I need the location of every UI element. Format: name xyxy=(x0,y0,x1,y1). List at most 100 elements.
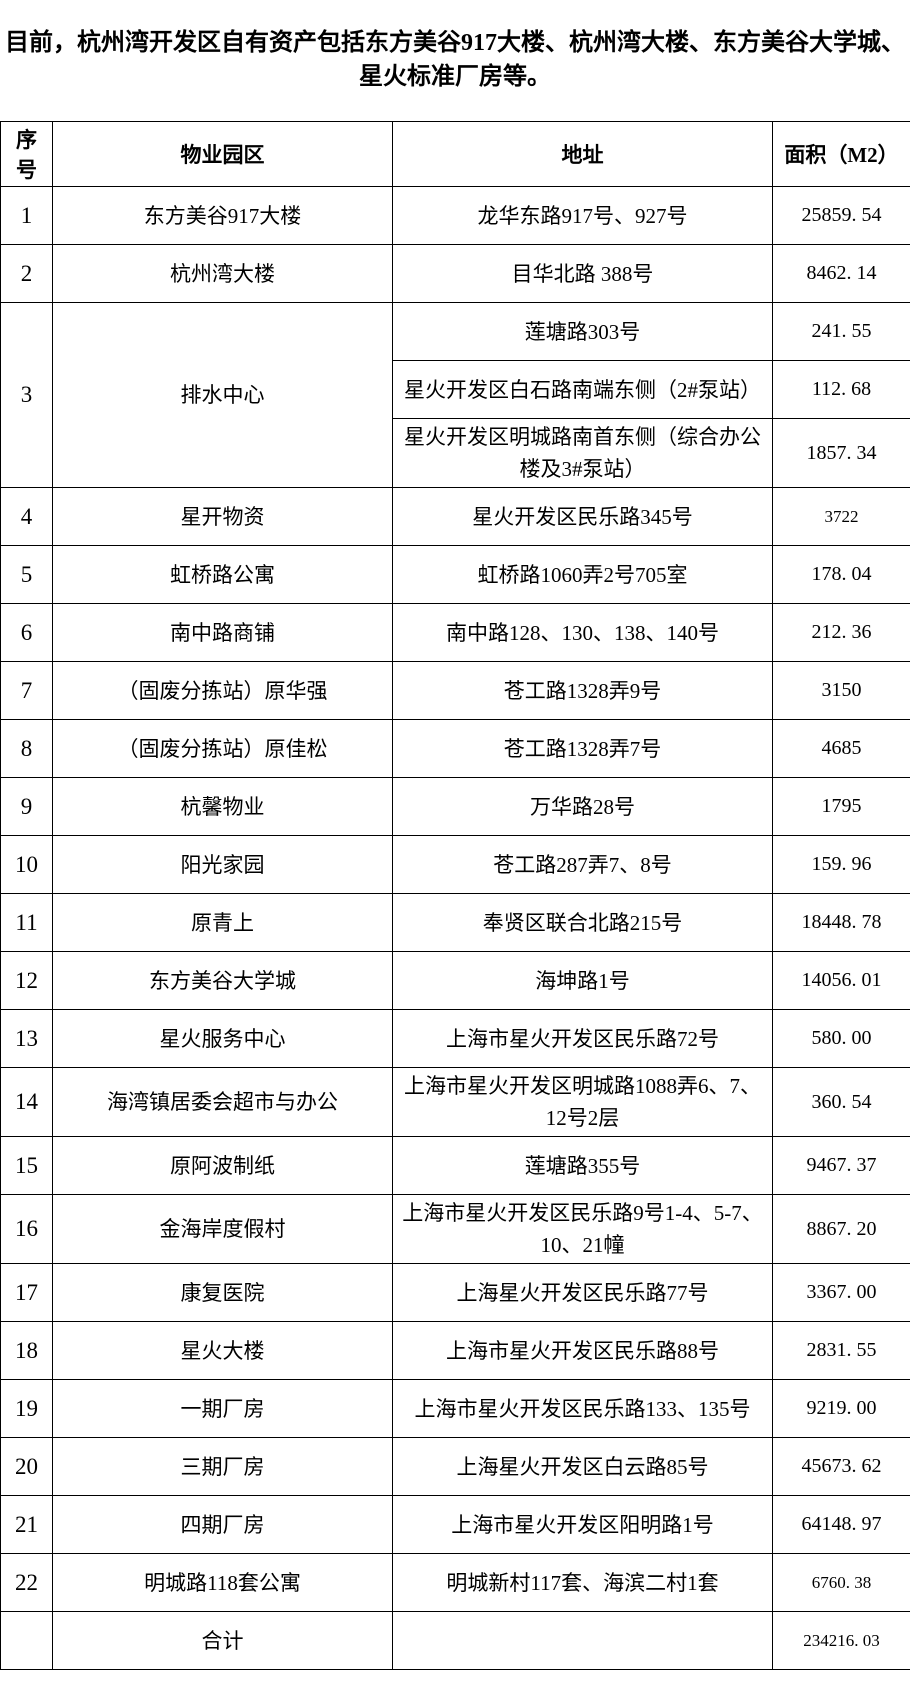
cell-row-number: 11 xyxy=(0,893,53,952)
cell-address: 星火开发区白石路南端东侧（2#泵站） xyxy=(392,360,773,419)
cell-park-name: 原青上 xyxy=(52,893,393,952)
cell-row-number: 22 xyxy=(0,1553,53,1612)
total-row: 合计 234216. 03 xyxy=(0,1611,910,1670)
cell-address: 上海市星火开发区明城路1088弄6、7、12号2层 xyxy=(392,1067,773,1137)
cell-area: 234216. 03 xyxy=(772,1611,910,1670)
cell-park-name: 杭馨物业 xyxy=(52,777,393,836)
cell-address: 上海市星火开发区民乐路9号1-4、5-7、10、21幢 xyxy=(392,1194,773,1264)
cell-row-number: 18 xyxy=(0,1321,53,1380)
cell-park-name: 虹桥路公寓 xyxy=(52,545,393,604)
cell-park-name: 东方美谷大学城 xyxy=(52,951,393,1010)
table-row: 星火开发区白石路南端东侧（2#泵站） 112. 68 xyxy=(1,360,910,419)
cell-row-number: 7 xyxy=(0,661,53,720)
table-row: 8 （固废分拣站）原佳松 苍工路1328弄7号 4685 xyxy=(0,719,910,778)
cell-area: 14056. 01 xyxy=(772,951,910,1010)
cell-row-number: 1 xyxy=(0,186,53,245)
cell-park-name: 排水中心 xyxy=(52,302,393,488)
cell-area: 360. 54 xyxy=(772,1067,910,1137)
cell-row-number: 6 xyxy=(0,603,53,662)
table-row: 15 原阿波制纸 莲塘路355号 9467. 37 xyxy=(0,1136,910,1195)
cell-area: 6760. 38 xyxy=(772,1553,910,1612)
cell-row-number: 4 xyxy=(0,487,53,546)
table-row: 4 星开物资 星火开发区民乐路345号 3722 xyxy=(0,487,910,546)
table-row: 11 原青上 奉贤区联合北路215号 18448. 78 xyxy=(0,893,910,952)
cell-row-number: 19 xyxy=(0,1379,53,1438)
table-row: 13 星火服务中心 上海市星火开发区民乐路72号 580. 00 xyxy=(0,1009,910,1068)
cell-area: 580. 00 xyxy=(772,1009,910,1068)
cell-park-name: 东方美谷917大楼 xyxy=(52,186,393,245)
cell-address: 苍工路1328弄9号 xyxy=(392,661,773,720)
cell-area: 4685 xyxy=(772,719,910,778)
document-page: 目前，杭州湾开发区自有资产包括东方美谷917大楼、杭州湾大楼、东方美谷大学城、 … xyxy=(0,26,910,1670)
cell-address: 苍工路287弄7、8号 xyxy=(392,835,773,894)
cell-area: 9467. 37 xyxy=(772,1136,910,1195)
table-row: 2 杭州湾大楼 目华北路 388号 8462. 14 xyxy=(0,244,910,303)
cell-address: 莲塘路355号 xyxy=(392,1136,773,1195)
cell-park-name: 金海岸度假村 xyxy=(52,1194,393,1264)
table-row: 星火开发区明城路南首东侧（综合办公楼及3#泵站） 1857. 34 xyxy=(1,418,910,488)
cell-address: 目华北路 388号 xyxy=(392,244,773,303)
table-row: 14 海湾镇居委会超市与办公 上海市星火开发区明城路1088弄6、7、12号2层 36… xyxy=(0,1067,910,1137)
cell-park-name: 一期厂房 xyxy=(52,1379,393,1438)
assets-table: 序号 物业园区 地址 面积（M2） 1 东方美谷917大楼 龙华东路917号、927… xyxy=(0,121,910,1670)
cell-address: 万华路28号 xyxy=(392,777,773,836)
cell-row-number: 8 xyxy=(0,719,53,778)
cell-address: 奉贤区联合北路215号 xyxy=(392,893,773,952)
cell-area: 25859. 54 xyxy=(772,186,910,245)
cell-area: 112. 68 xyxy=(772,360,910,419)
table-row: 18 星火大楼 上海市星火开发区民乐路88号 2831. 55 xyxy=(0,1321,910,1380)
table-row: 16 金海岸度假村 上海市星火开发区民乐路9号1-4、5-7、10、21幢 8867.… xyxy=(0,1194,910,1264)
cell-area: 1795 xyxy=(772,777,910,836)
cell-park-name: 星火服务中心 xyxy=(52,1009,393,1068)
cell-park-name: 南中路商铺 xyxy=(52,603,393,662)
cell-park-name: （固废分拣站）原佳松 xyxy=(52,719,393,778)
cell-row-number: 20 xyxy=(0,1437,53,1496)
cell-address: 明城新村117套、海滨二村1套 xyxy=(392,1553,773,1612)
cell-area: 64148. 97 xyxy=(772,1495,910,1554)
cell-address: 上海市星火开发区阳明路1号 xyxy=(392,1495,773,1554)
table-body: 1 东方美谷917大楼 龙华东路917号、927号 25859. 54 2 杭州湾大楼 目华… xyxy=(0,186,910,1670)
cell-area: 159. 96 xyxy=(772,835,910,894)
intro-line-2: 星火标准厂房等。 xyxy=(359,64,551,90)
cell-area: 178. 04 xyxy=(772,545,910,604)
cell-row-number: 15 xyxy=(0,1136,53,1195)
col-header-address: 地址 xyxy=(392,121,773,187)
cell-area: 18448. 78 xyxy=(772,893,910,952)
cell-park-name: 明城路118套公寓 xyxy=(52,1553,393,1612)
col-header-area: 面积（M2） xyxy=(772,121,910,187)
cell-row-number: 13 xyxy=(0,1009,53,1068)
cell-park-name: 合计 xyxy=(52,1611,393,1670)
table-row: 17 康复医院 上海星火开发区民乐路77号 3367. 00 xyxy=(0,1263,910,1322)
cell-row-number: 12 xyxy=(0,951,53,1010)
cell-address: 虹桥路1060弄2号705室 xyxy=(392,545,773,604)
table-row: 12 东方美谷大学城 海坤路1号 14056. 01 xyxy=(0,951,910,1010)
cell-area: 2831. 55 xyxy=(772,1321,910,1380)
cell-park-name: 星火大楼 xyxy=(52,1321,393,1380)
table-row: 1 东方美谷917大楼 龙华东路917号、927号 25859. 54 xyxy=(0,186,910,245)
cell-area: 3722 xyxy=(772,487,910,546)
intro-line-1: 目前，杭州湾开发区自有资产包括东方美谷917大楼、杭州湾大楼、东方美谷大学城、 xyxy=(5,30,905,56)
cell-park-name: 杭州湾大楼 xyxy=(52,244,393,303)
col-header-park: 物业园区 xyxy=(52,121,393,187)
table-row: 10 阳光家园 苍工路287弄7、8号 159. 96 xyxy=(0,835,910,894)
cell-address: 龙华东路917号、927号 xyxy=(392,186,773,245)
cell-park-name: 康复医院 xyxy=(52,1263,393,1322)
table-row: 3 排水中心 莲塘路303号 241. 55 xyxy=(0,302,910,488)
col-header-no: 序号 xyxy=(0,121,53,187)
cell-area: 8462. 14 xyxy=(772,244,910,303)
cell-row-number: 5 xyxy=(0,545,53,604)
cell-address: 星火开发区民乐路345号 xyxy=(392,487,773,546)
cell-row-number: 21 xyxy=(0,1495,53,1554)
cell-address: 上海市星火开发区民乐路88号 xyxy=(392,1321,773,1380)
intro-paragraph: 目前，杭州湾开发区自有资产包括东方美谷917大楼、杭州湾大楼、东方美谷大学城、 … xyxy=(4,26,906,94)
cell-park-name: 四期厂房 xyxy=(52,1495,393,1554)
cell-address: 上海星火开发区民乐路77号 xyxy=(392,1263,773,1322)
cell-park-name: 星开物资 xyxy=(52,487,393,546)
cell-park-name: 原阿波制纸 xyxy=(52,1136,393,1195)
cell-row-number: 10 xyxy=(0,835,53,894)
cell-row-number: 14 xyxy=(0,1067,53,1137)
cell-address: 上海市星火开发区民乐路72号 xyxy=(392,1009,773,1068)
table-row: 9 杭馨物业 万华路28号 1795 xyxy=(0,777,910,836)
cell-area: 241. 55 xyxy=(772,302,910,361)
cell-area: 3367. 00 xyxy=(772,1263,910,1322)
